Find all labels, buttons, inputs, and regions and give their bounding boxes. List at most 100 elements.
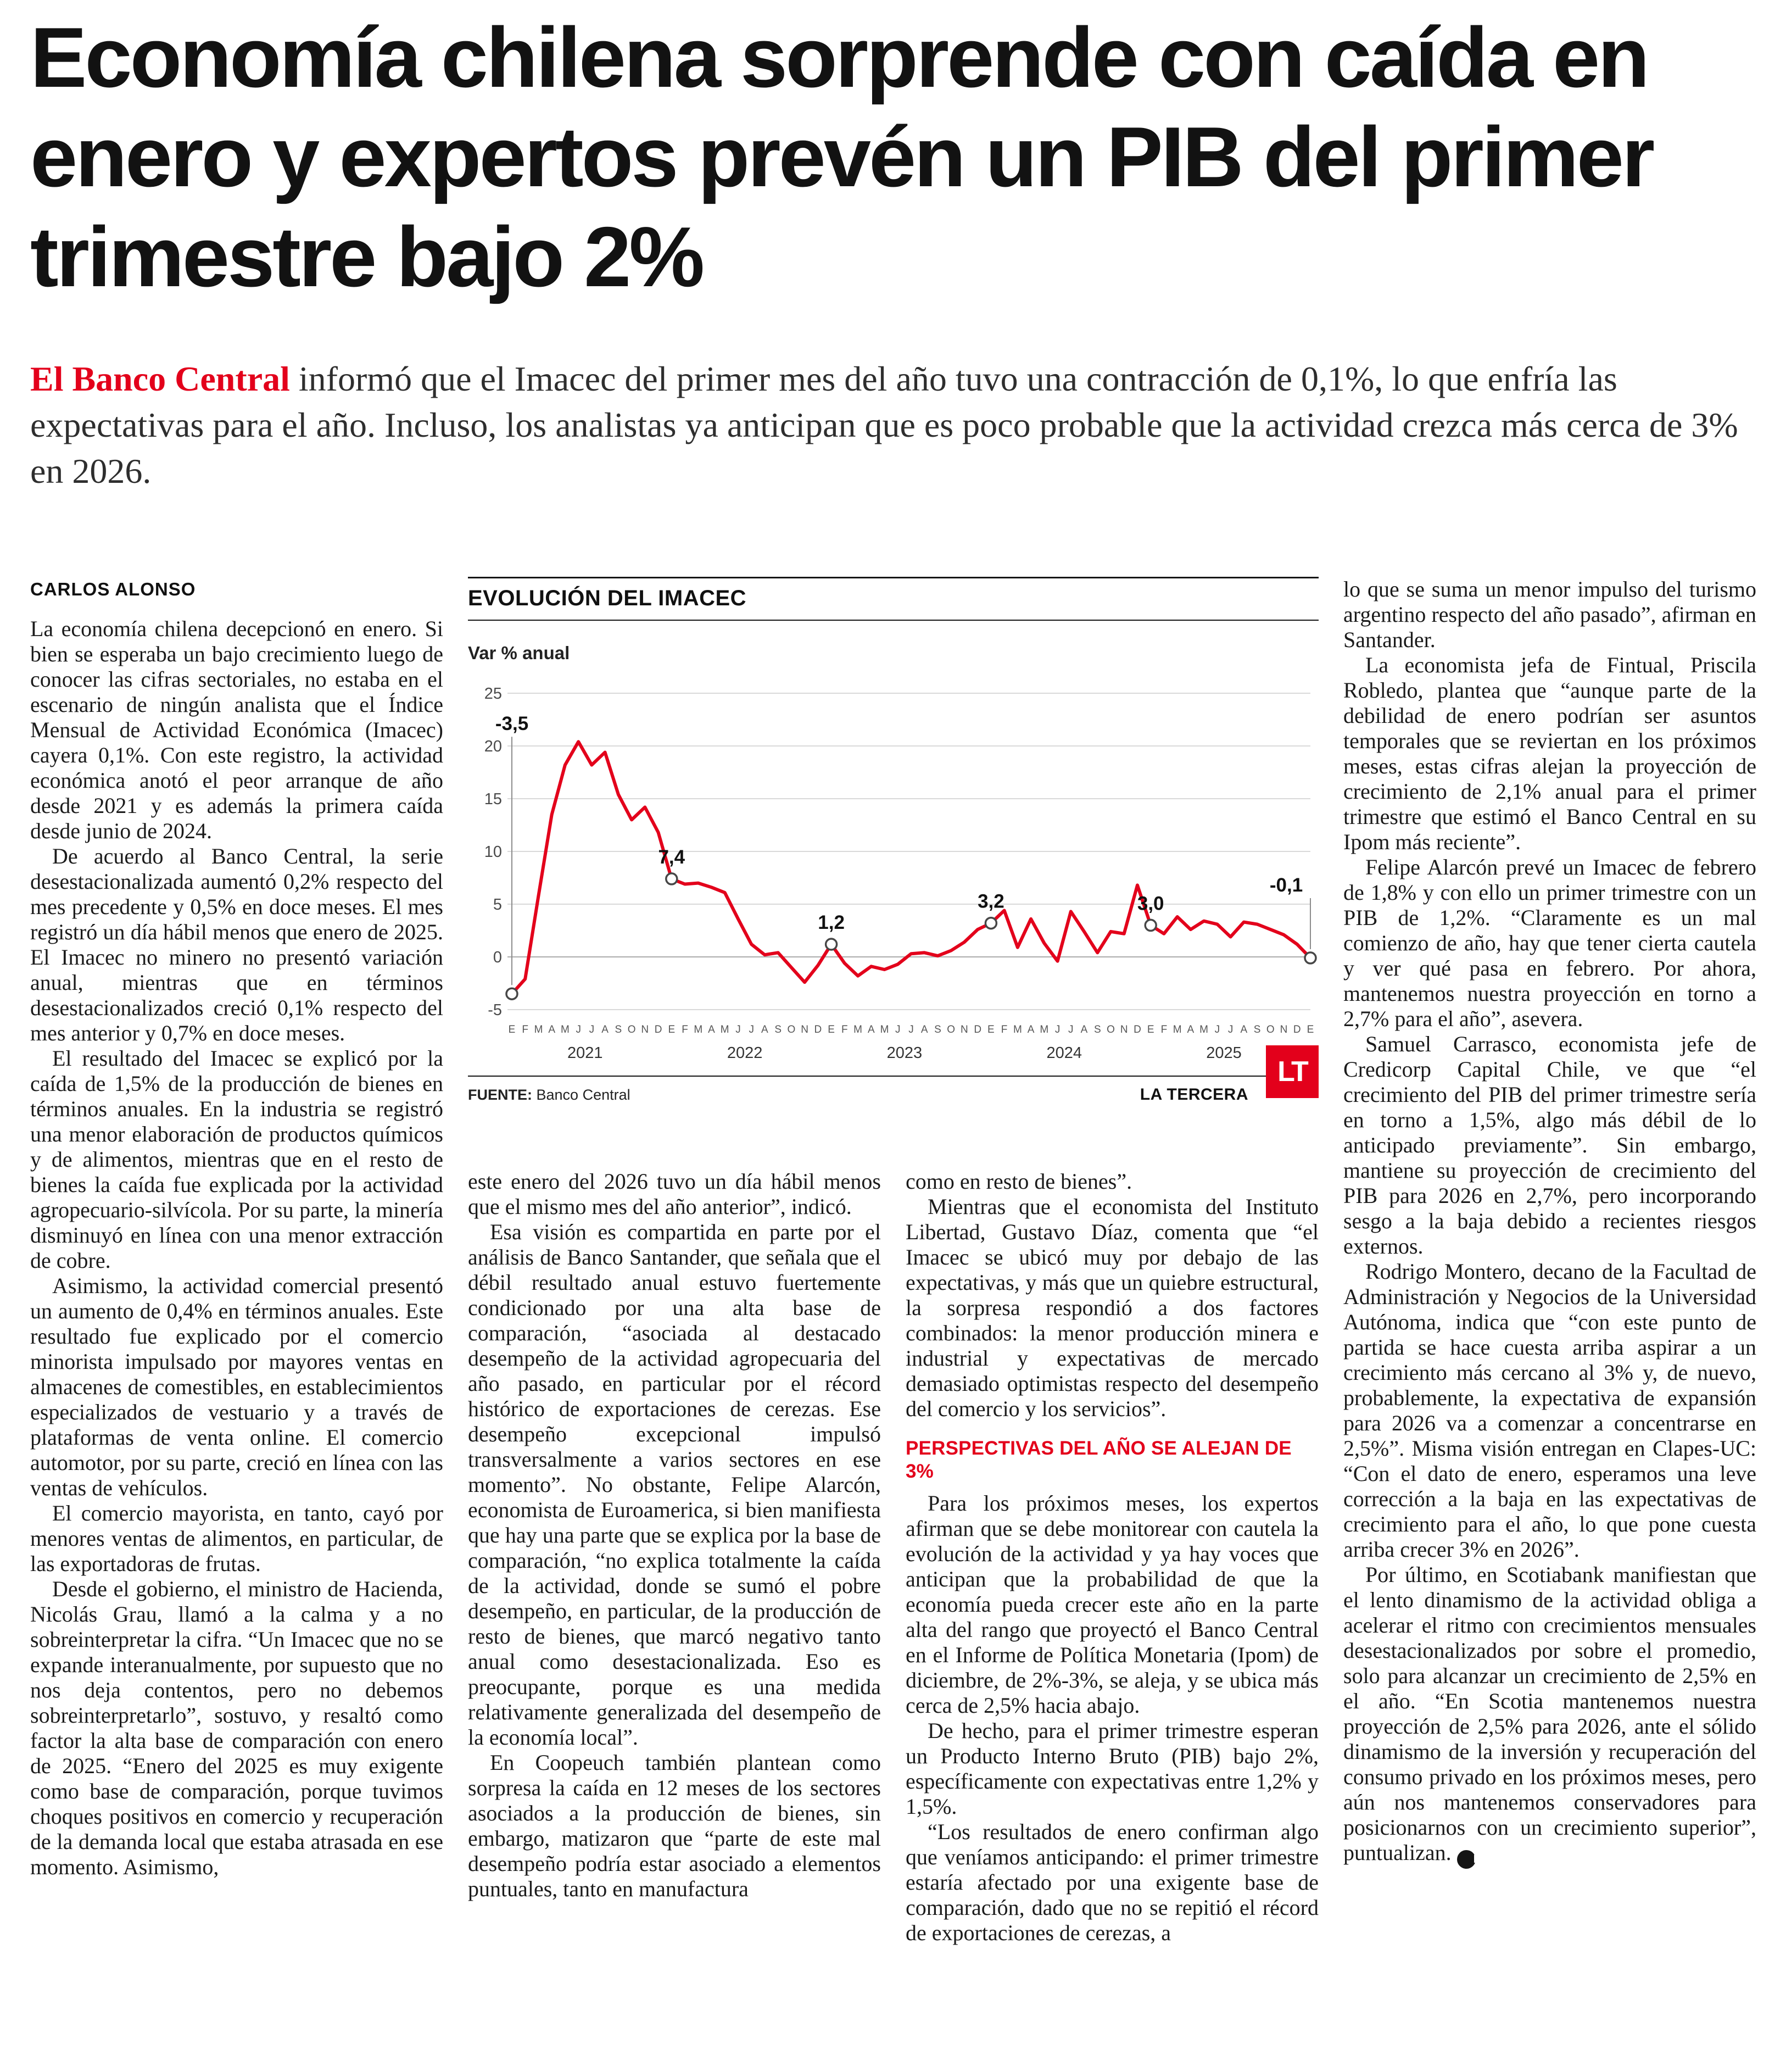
- byline: CARLOS ALONSO: [30, 579, 196, 599]
- source-label: FUENTE:: [468, 1087, 532, 1103]
- svg-text:M: M: [880, 1024, 889, 1035]
- svg-text:1,2: 1,2: [818, 912, 845, 933]
- lead-highlight: El Banco Central: [30, 359, 290, 398]
- page-title: Economía chilena sorprende con caída en …: [30, 10, 1655, 304]
- chart-credit: LA TERCERA: [1140, 1085, 1248, 1104]
- chart-unit-label: Var % anual: [468, 643, 570, 663]
- imacec-chart: EVOLUCIÓN DEL IMACEC Var % anual 25 20 15 1…: [468, 577, 1319, 1104]
- paragraph: como en resto de bienes”.: [906, 1169, 1132, 1194]
- column-4-text: lo que se suma un menor impulso del turi…: [1343, 577, 1756, 1869]
- svg-text:M: M: [853, 1024, 862, 1035]
- column-1-text: La economía chilena decepcionó en enero.…: [30, 616, 443, 1880]
- svg-text:E: E: [668, 1024, 675, 1035]
- chart-top-rule: [468, 577, 1319, 578]
- svg-text:A: A: [1081, 1024, 1088, 1035]
- svg-text:-5: -5: [488, 1001, 502, 1019]
- svg-text:N: N: [641, 1024, 649, 1035]
- svg-text:J: J: [576, 1024, 581, 1035]
- end-of-article-icon: P: [1456, 1850, 1481, 1869]
- article-column-4: lo que se suma un menor impulso del turi…: [1343, 577, 1756, 2041]
- svg-text:E: E: [1307, 1024, 1314, 1035]
- column-3-text-top: como en resto de bienes”. Mientras que el…: [906, 1169, 1319, 1422]
- paragraph: Desde el gobierno, el ministro de Hacien…: [30, 1577, 443, 1879]
- svg-text:A: A: [921, 1024, 928, 1035]
- paragraph: este enero del 2026 tuvo un día hábil me…: [468, 1169, 881, 1219]
- paragraph: Mientras que el economista del Instituto…: [906, 1194, 1319, 1421]
- chart-bottom-rule: [468, 1076, 1319, 1077]
- paragraph: Para los próximos meses, los expertos af…: [906, 1491, 1319, 1718]
- svg-text:O: O: [947, 1024, 955, 1035]
- svg-text:J: J: [749, 1024, 754, 1035]
- paragraph: El comercio mayorista, en tanto, cayó po…: [30, 1501, 443, 1576]
- svg-text:2022: 2022: [727, 1044, 763, 1062]
- la-tercera-logo: LT: [1266, 1045, 1319, 1098]
- paragraph: Samuel Carrasco, economista jefe de Cred…: [1343, 1032, 1756, 1258]
- svg-text:3,0: 3,0: [1137, 893, 1164, 914]
- svg-text:S: S: [1094, 1024, 1101, 1035]
- paragraph: Asimismo, la actividad comercial present…: [30, 1273, 443, 1500]
- svg-text:A: A: [868, 1024, 875, 1035]
- svg-text:J: J: [1215, 1024, 1220, 1035]
- article-column-3: como en resto de bienes”. Mientras que el…: [906, 1169, 1319, 2041]
- svg-text:N: N: [1280, 1024, 1288, 1035]
- svg-text:A: A: [761, 1024, 768, 1035]
- svg-text:25: 25: [484, 685, 502, 703]
- svg-text:N: N: [801, 1024, 808, 1035]
- svg-text:A: A: [708, 1024, 715, 1035]
- svg-text:A: A: [548, 1024, 555, 1035]
- svg-text:F: F: [1161, 1024, 1168, 1035]
- svg-text:A: A: [1240, 1024, 1247, 1035]
- svg-text:M: M: [1013, 1024, 1022, 1035]
- paragraph: Esa visión es compartida en parte por el…: [468, 1219, 881, 1750]
- svg-text:M: M: [721, 1024, 729, 1035]
- paragraph: lo que se suma un menor impulso del turi…: [1343, 577, 1756, 652]
- svg-text:J: J: [1228, 1024, 1234, 1035]
- svg-text:S: S: [1254, 1024, 1261, 1035]
- svg-text:M: M: [1173, 1024, 1182, 1035]
- svg-text:M: M: [561, 1024, 570, 1035]
- svg-text:D: D: [1134, 1024, 1141, 1035]
- svg-text:D: D: [1293, 1024, 1301, 1035]
- svg-text:J: J: [908, 1024, 914, 1035]
- svg-text:F: F: [841, 1024, 848, 1035]
- svg-text:20: 20: [484, 738, 502, 755]
- chart-source: FUENTE: Banco Central: [468, 1087, 630, 1104]
- svg-text:2021: 2021: [567, 1044, 603, 1062]
- paragraph: Por último, en Scotiabank manifiestan qu…: [1343, 1562, 1756, 1869]
- svg-text:D: D: [814, 1024, 822, 1035]
- article-column-1: CARLOS ALONSO La economía chilena decepc…: [30, 577, 443, 2041]
- svg-text:E: E: [1147, 1024, 1154, 1035]
- article-column-2: este enero del 2026 tuvo un día hábil me…: [468, 1169, 881, 2041]
- column-2-text: este enero del 2026 tuvo un día hábil me…: [468, 1169, 881, 1902]
- svg-text:E: E: [828, 1024, 835, 1035]
- section-subhead: PERSPECTIVAS DEL AÑO SE ALEJAN DE 3%: [906, 1438, 1292, 1482]
- svg-text:M: M: [534, 1024, 543, 1035]
- svg-text:E: E: [987, 1024, 995, 1035]
- svg-text:J: J: [1055, 1024, 1061, 1035]
- paragraph: De hecho, para el primer trimestre esper…: [906, 1718, 1319, 1819]
- svg-text:10: 10: [484, 843, 502, 861]
- svg-text:A: A: [1028, 1024, 1035, 1035]
- svg-text:M: M: [1040, 1024, 1048, 1035]
- svg-text:F: F: [522, 1024, 528, 1035]
- svg-text:7,4: 7,4: [658, 846, 685, 868]
- svg-text:2024: 2024: [1046, 1044, 1082, 1062]
- svg-text:0: 0: [493, 949, 502, 966]
- svg-text:F: F: [682, 1024, 688, 1035]
- paragraph: “Los resultados de enero confirman algo …: [906, 1819, 1319, 1945]
- paragraph: Rodrigo Montero, decano de la Facultad d…: [1343, 1259, 1756, 1562]
- svg-text:A: A: [1187, 1024, 1195, 1035]
- svg-text:A: A: [601, 1024, 609, 1035]
- svg-text:O: O: [788, 1024, 796, 1035]
- lead-text: informó que el Imacec del primer mes del…: [30, 359, 1738, 491]
- svg-text:J: J: [735, 1024, 741, 1035]
- svg-text:S: S: [774, 1024, 782, 1035]
- source-value: Banco Central: [536, 1087, 630, 1103]
- svg-text:F: F: [1001, 1024, 1008, 1035]
- svg-text:5: 5: [493, 896, 502, 914]
- svg-text:-3,5: -3,5: [495, 713, 528, 734]
- svg-text:N: N: [1120, 1024, 1128, 1035]
- svg-text:O: O: [1266, 1024, 1275, 1035]
- paragraph: La economía chilena decepcionó en enero.…: [30, 616, 443, 843]
